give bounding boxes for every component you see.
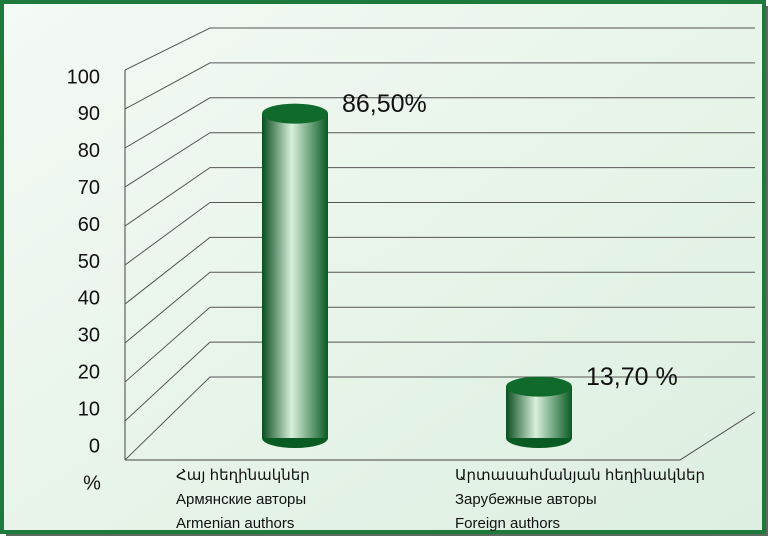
y-tick-label: 60 xyxy=(78,214,100,236)
grid-line xyxy=(124,236,755,305)
grid-line xyxy=(124,202,755,266)
grid-line xyxy=(124,271,755,344)
value-label: 86,50% xyxy=(342,90,427,118)
x-tick-label: Armenian authors xyxy=(176,515,294,532)
grid-line xyxy=(124,306,755,383)
x-tick-label: Зарубежные авторы xyxy=(455,491,597,508)
y-tick-label: 40 xyxy=(78,288,100,310)
y-axis-label: % xyxy=(83,472,101,494)
frame xyxy=(0,0,766,534)
x-tick-label: Հայ հեղինակներ xyxy=(176,467,310,484)
y-tick-label: 30 xyxy=(78,325,100,347)
y-tick-label: 0 xyxy=(89,435,100,457)
grid-line xyxy=(124,97,755,149)
grid-line xyxy=(124,341,755,422)
y-tick-label: 80 xyxy=(78,140,100,162)
y-tick-label: 10 xyxy=(78,398,100,420)
value-label: 13,70 % xyxy=(586,363,678,391)
x-tick-label: Foreign authors xyxy=(455,515,560,532)
x-tick-label: Армянские авторы xyxy=(176,491,306,508)
grid-line xyxy=(124,376,755,461)
x-tick-label: Արտասահմանյան հեղինակներ xyxy=(455,467,705,484)
bar-top xyxy=(262,103,328,124)
grid-line xyxy=(124,132,755,188)
y-tick-label: 20 xyxy=(78,361,100,383)
y-tick-label: 100 xyxy=(67,66,100,88)
bar xyxy=(262,113,328,438)
y-tick-label: 50 xyxy=(78,251,100,273)
bar-top xyxy=(506,376,572,397)
y-tick-label: 90 xyxy=(78,103,100,125)
floor-edge xyxy=(125,411,756,461)
grid-line xyxy=(124,62,755,110)
grid-line xyxy=(124,27,755,71)
y-tick-label: 70 xyxy=(78,177,100,199)
grid-line xyxy=(124,167,755,227)
